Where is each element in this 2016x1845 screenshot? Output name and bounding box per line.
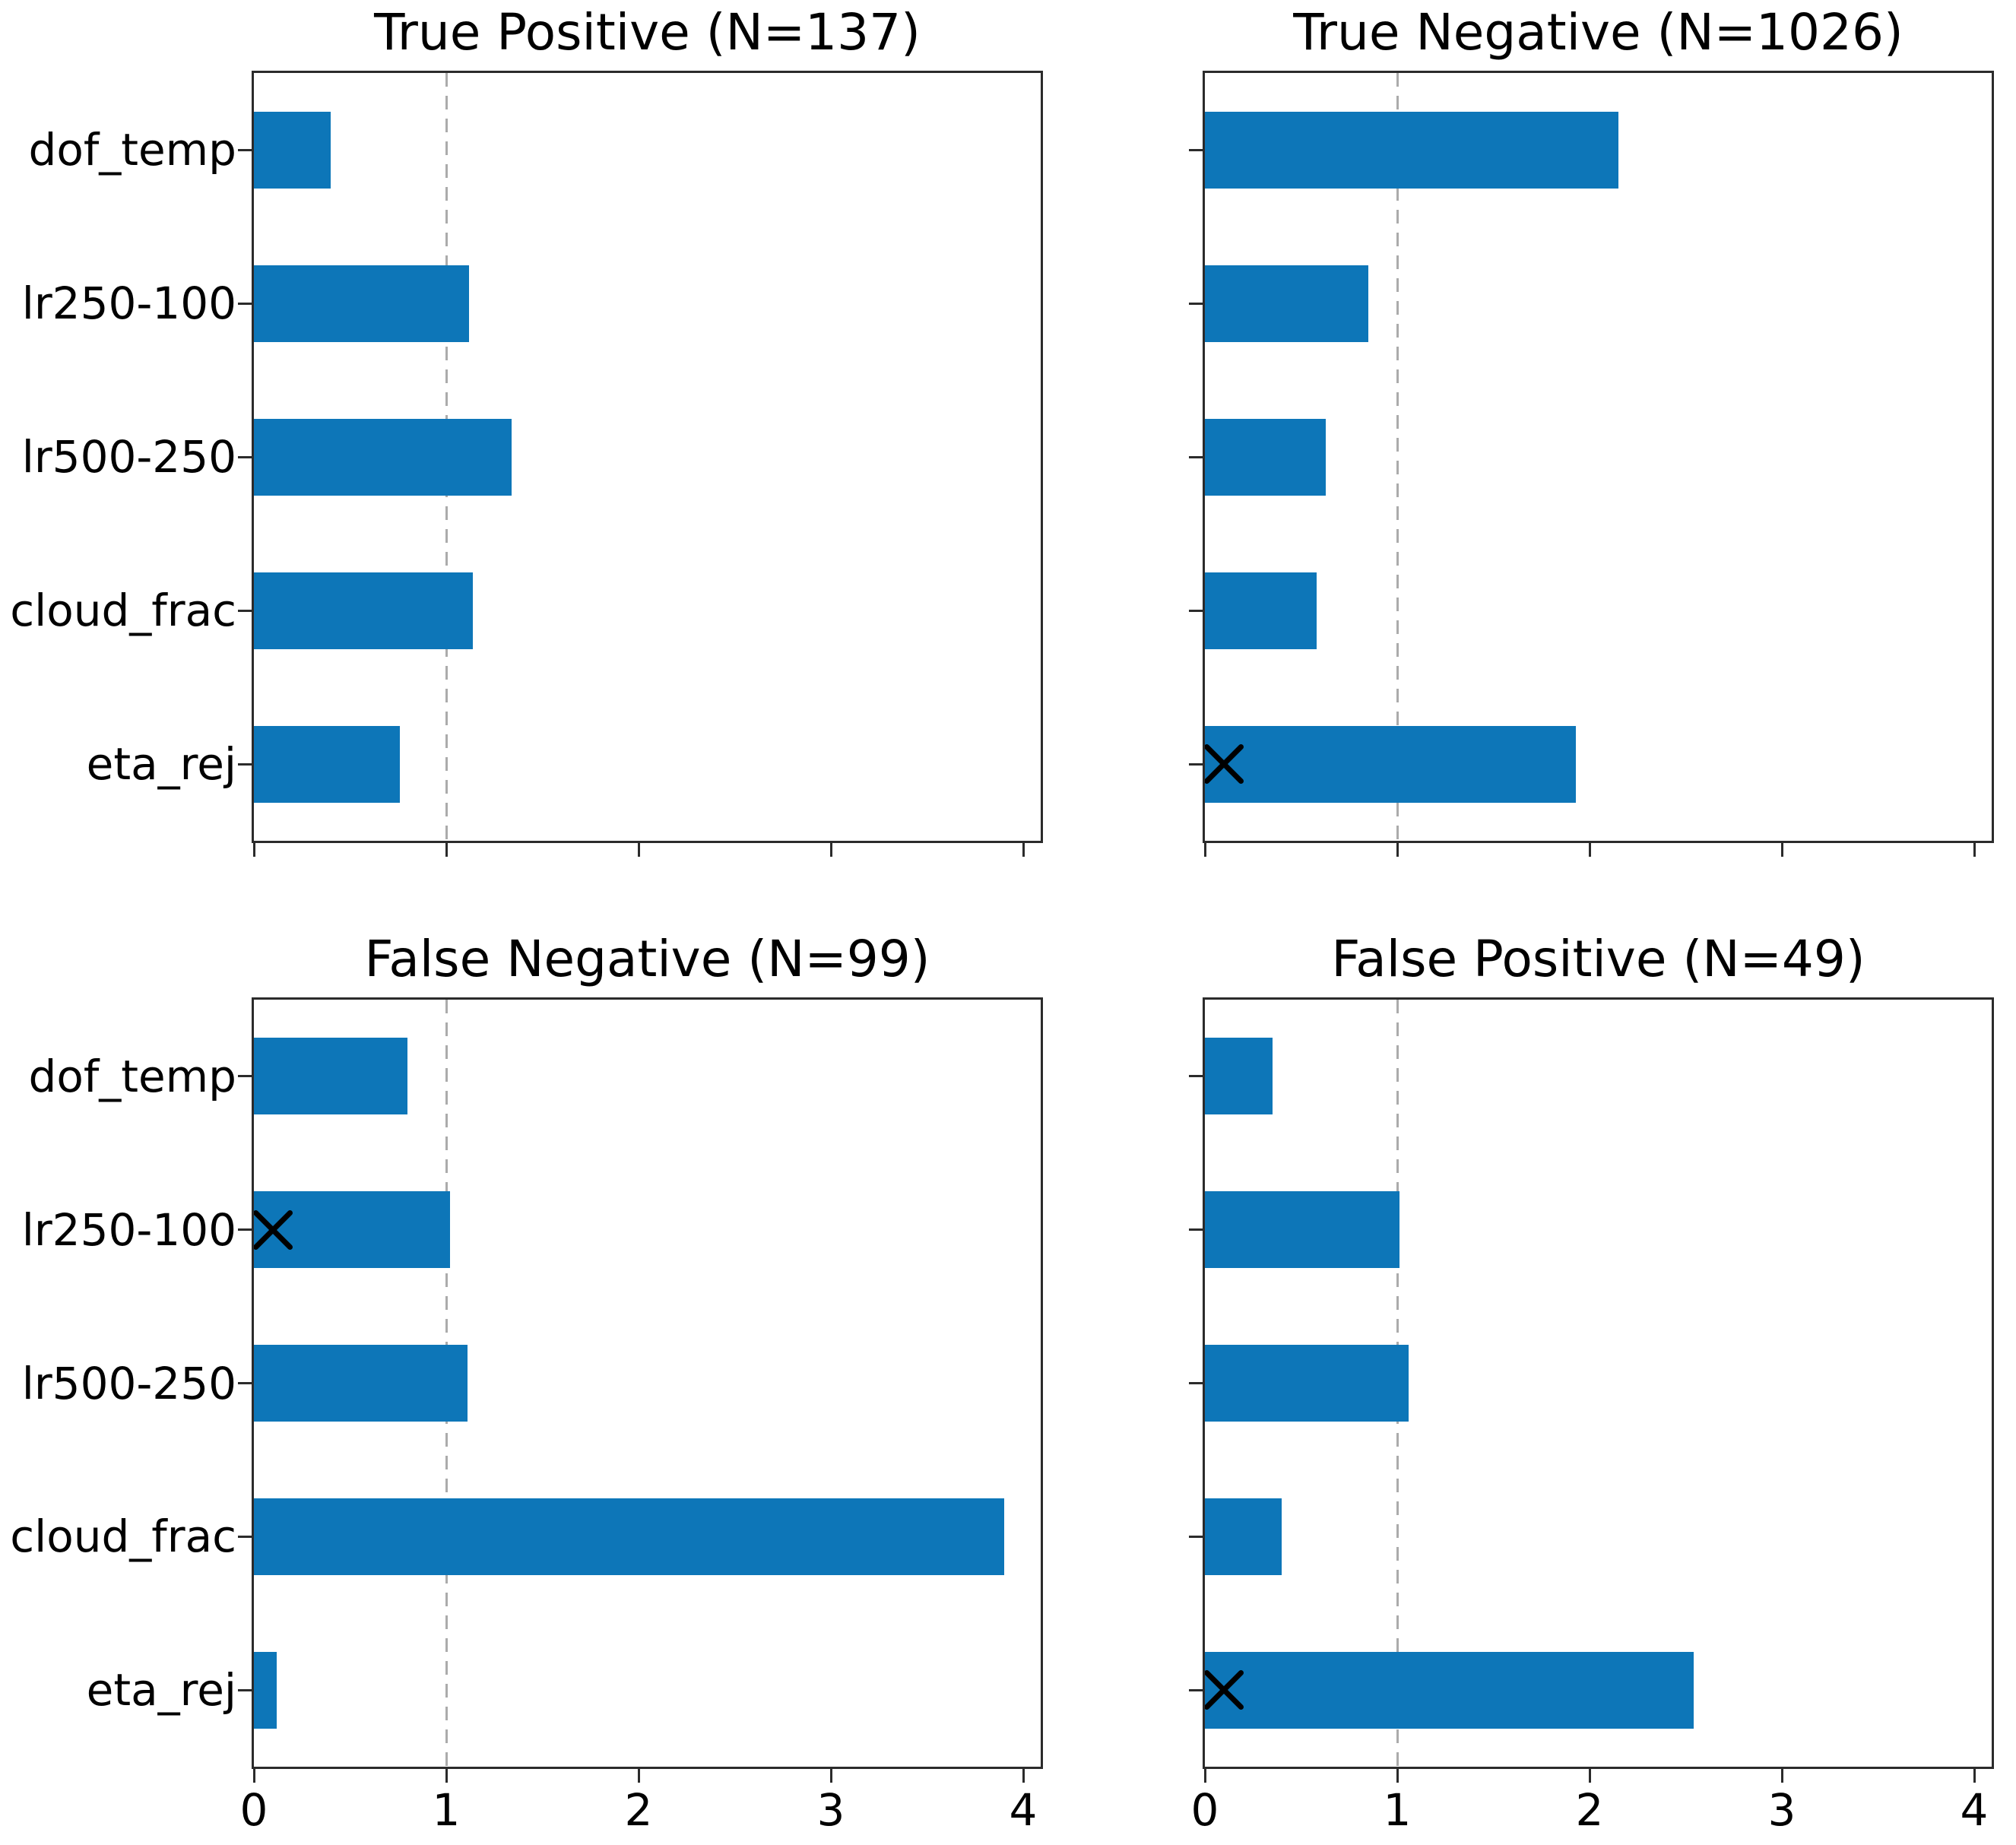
bar-eta_rej [254,726,400,803]
x-tick-mark [638,843,640,857]
x-tick-label: 0 [1190,1784,1219,1836]
y-tick-mark [1189,1382,1203,1384]
x-tick-mark [253,843,255,857]
x-tick-mark [253,1769,255,1783]
bar-lr500-250 [254,1345,468,1422]
y-tick-label-lr250-100: lr250-100 [21,277,236,329]
bar-cloud_frac [1205,572,1317,649]
x-tick-label: 2 [1575,1784,1604,1836]
chart-title-true-positive: True Positive (N=137) [374,3,921,62]
x-tick-mark [1973,1769,1976,1783]
bar-lr250-100 [254,1191,450,1268]
bar-eta_rej [254,1652,277,1729]
y-tick-mark [1189,456,1203,458]
x-tick-mark [1396,843,1399,857]
plot-area-true-positive [252,71,1043,843]
y-tick-mark [238,1536,252,1538]
y-tick-mark [238,1382,252,1384]
x-marker-eta_rej [1205,744,1244,784]
y-tick-label-lr250-100: lr250-100 [21,1204,236,1256]
x-tick-label: 1 [432,1784,461,1836]
x-tick-label: 4 [1960,1784,1989,1836]
bar-cloud_frac [254,572,473,649]
x-tick-mark [1589,1769,1591,1783]
gridline-x1 [1396,73,1399,841]
bar-lr250-100 [254,265,469,342]
y-tick-mark [1189,1228,1203,1231]
plot-area-false-negative [252,997,1043,1769]
y-tick-mark [1189,303,1203,305]
y-tick-label-dof_temp: dof_temp [28,1051,236,1102]
chart-title-false-positive: False Positive (N=49) [1331,930,1865,988]
bar-cloud_frac [1205,1498,1282,1575]
bar-lr250-100 [1205,1191,1399,1268]
x-tick-mark [445,1769,448,1783]
x-marker-eta_rej [1205,1670,1244,1710]
chart-title-true-negative: True Negative (N=1026) [1293,3,1903,62]
x-tick-mark [1022,1769,1025,1783]
x-marker-lr250-100 [254,1210,293,1250]
y-tick-label-lr500-250: lr500-250 [21,431,236,483]
y-tick-mark [238,1689,252,1691]
y-tick-label-dof_temp: dof_temp [28,124,236,176]
x-tick-mark [1589,843,1591,857]
y-tick-mark [1189,149,1203,151]
x-tick-label: 4 [1009,1784,1038,1836]
bar-lr250-100 [1205,265,1368,342]
x-tick-mark [1781,843,1783,857]
y-tick-mark [1189,1689,1203,1691]
y-tick-mark [238,1075,252,1077]
y-tick-mark [238,610,252,612]
x-tick-mark [1204,843,1206,857]
x-tick-mark [1022,843,1025,857]
bar-cloud_frac [254,1498,1004,1575]
y-tick-label-eta_rej: eta_rej [86,1664,236,1716]
y-tick-label-lr500-250: lr500-250 [21,1358,236,1409]
bar-dof_temp [254,112,331,189]
bar-lr500-250 [254,419,512,496]
y-tick-mark [238,763,252,766]
y-tick-label-cloud_frac: cloud_frac [10,1511,236,1562]
y-tick-mark [238,456,252,458]
bar-dof_temp [1205,1038,1273,1114]
y-tick-mark [238,149,252,151]
bar-lr500-250 [1205,1345,1409,1422]
y-tick-label-cloud_frac: cloud_frac [10,585,236,636]
y-tick-mark [238,1228,252,1231]
bar-dof_temp [254,1038,407,1114]
y-tick-mark [238,303,252,305]
x-tick-mark [1204,1769,1206,1783]
x-tick-mark [445,843,448,857]
x-tick-mark [1396,1769,1399,1783]
y-tick-label-eta_rej: eta_rej [86,738,236,790]
y-tick-mark [1189,1075,1203,1077]
y-tick-mark [1189,1536,1203,1538]
x-tick-label: 1 [1383,1784,1412,1836]
chart-title-false-negative: False Negative (N=99) [364,930,930,988]
bar-lr500-250 [1205,419,1326,496]
x-tick-mark [830,1769,832,1783]
x-tick-label: 0 [239,1784,268,1836]
x-tick-mark [1781,1769,1783,1783]
bar-eta_rej [1205,1652,1694,1729]
plot-area-true-negative [1203,71,1994,843]
x-tick-mark [1973,843,1976,857]
plot-area-false-positive [1203,997,1994,1769]
x-tick-mark [830,843,832,857]
x-tick-label: 2 [624,1784,653,1836]
bar-eta_rej [1205,726,1576,803]
bar-dof_temp [1205,112,1618,189]
x-tick-mark [638,1769,640,1783]
y-tick-mark [1189,763,1203,766]
x-tick-label: 3 [1767,1784,1796,1836]
x-tick-label: 3 [816,1784,845,1836]
y-tick-mark [1189,610,1203,612]
